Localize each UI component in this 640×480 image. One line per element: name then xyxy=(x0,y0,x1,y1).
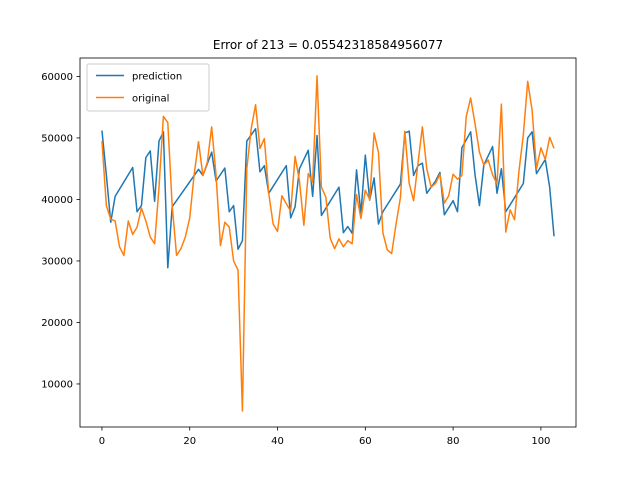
x-tick-label: 0 xyxy=(99,436,105,447)
plot-spines xyxy=(79,57,577,428)
x-tick-label: 100 xyxy=(531,436,550,447)
x-tick-label: 40 xyxy=(271,436,284,447)
y-tick-label: 30000 xyxy=(41,256,73,267)
y-axis: 10000 20000 30000 40000 50000 60000 xyxy=(41,72,80,390)
legend: prediction original xyxy=(86,63,210,112)
x-tick-label: 60 xyxy=(359,436,372,447)
x-tick-label: 20 xyxy=(183,436,196,447)
y-tick-label: 20000 xyxy=(41,318,73,329)
x-axis: 0 20 40 60 80 100 xyxy=(99,427,550,447)
y-tick-label: 10000 xyxy=(41,379,73,390)
y-tick-label: 50000 xyxy=(41,133,73,144)
y-tick-label: 40000 xyxy=(41,195,73,206)
series-layer xyxy=(101,75,555,412)
chart-title: Error of 213 = 0.05542318584956077 xyxy=(213,38,443,52)
x-tick-label: 80 xyxy=(447,436,460,447)
series-line-prediction xyxy=(101,127,555,269)
legend-label-original: original xyxy=(132,94,169,105)
series-line-original xyxy=(101,75,555,412)
y-tick-label: 60000 xyxy=(41,72,73,83)
plot-border xyxy=(79,57,577,428)
legend-label-prediction: prediction xyxy=(132,72,182,83)
